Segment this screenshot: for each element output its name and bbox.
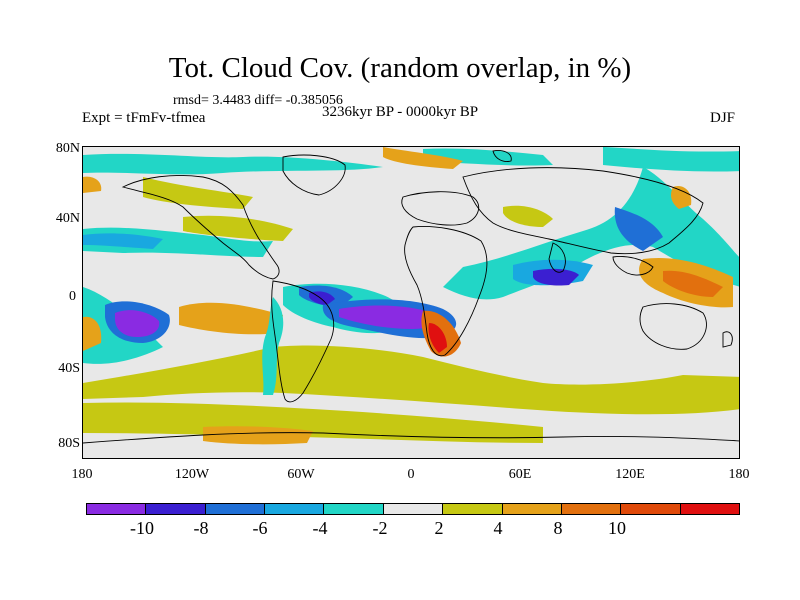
colorbar-box [146, 504, 206, 514]
colorbar-box [680, 504, 739, 514]
lat-label: 40N [55, 211, 80, 226]
colorbar-label: 10 [608, 518, 626, 538]
map-panel [82, 146, 740, 459]
map-title: Tot. Cloud Cov. (random overlap, in %) [168, 52, 632, 84]
colorbar-box [205, 504, 266, 514]
lon-label: 180 [728, 467, 750, 482]
colorbar-box [324, 504, 384, 514]
coastlines [83, 150, 739, 444]
colorbar-label: -8 [193, 518, 209, 538]
lon-label: 60W [287, 467, 315, 482]
colorbar-label: 4 [493, 518, 503, 538]
anomaly-patches [83, 147, 739, 445]
colorbar-label: -6 [252, 518, 268, 538]
lat-label: 80N [55, 141, 80, 156]
lat-label: 80S [58, 436, 80, 451]
colorbar-label: -10 [130, 518, 154, 538]
colorbar-label: 8 [553, 518, 563, 538]
colorbar-box [383, 504, 444, 514]
lon-label: 120E [615, 467, 645, 482]
lat-label: 40S [58, 361, 80, 376]
season-label: DJF [710, 110, 736, 126]
lon-label: 180 [71, 467, 93, 482]
colorbar-box [265, 504, 325, 514]
colorbar-label: -2 [372, 518, 388, 538]
colorbar-box [621, 504, 681, 514]
stats-text: rmsd= 3.4483 diff= -0.385056 [173, 93, 343, 108]
colorbar-box [87, 504, 147, 514]
lon-label: 0 [407, 467, 415, 482]
colorbar-label: 2 [434, 518, 444, 538]
period-label: 3236kyr BP - 0000kyr BP [322, 104, 479, 120]
map-svg [83, 147, 739, 445]
lon-label: 60E [508, 467, 532, 482]
colorbar-label: -4 [312, 518, 328, 538]
colorbar [86, 503, 740, 515]
colorbar-box [502, 504, 562, 514]
colorbar-box [561, 504, 622, 514]
lat-label: 0 [69, 289, 76, 304]
colorbar-box [443, 504, 503, 514]
lon-label: 120W [174, 467, 210, 482]
experiment-label: Expt = tFmFv-tfmea [82, 110, 206, 126]
